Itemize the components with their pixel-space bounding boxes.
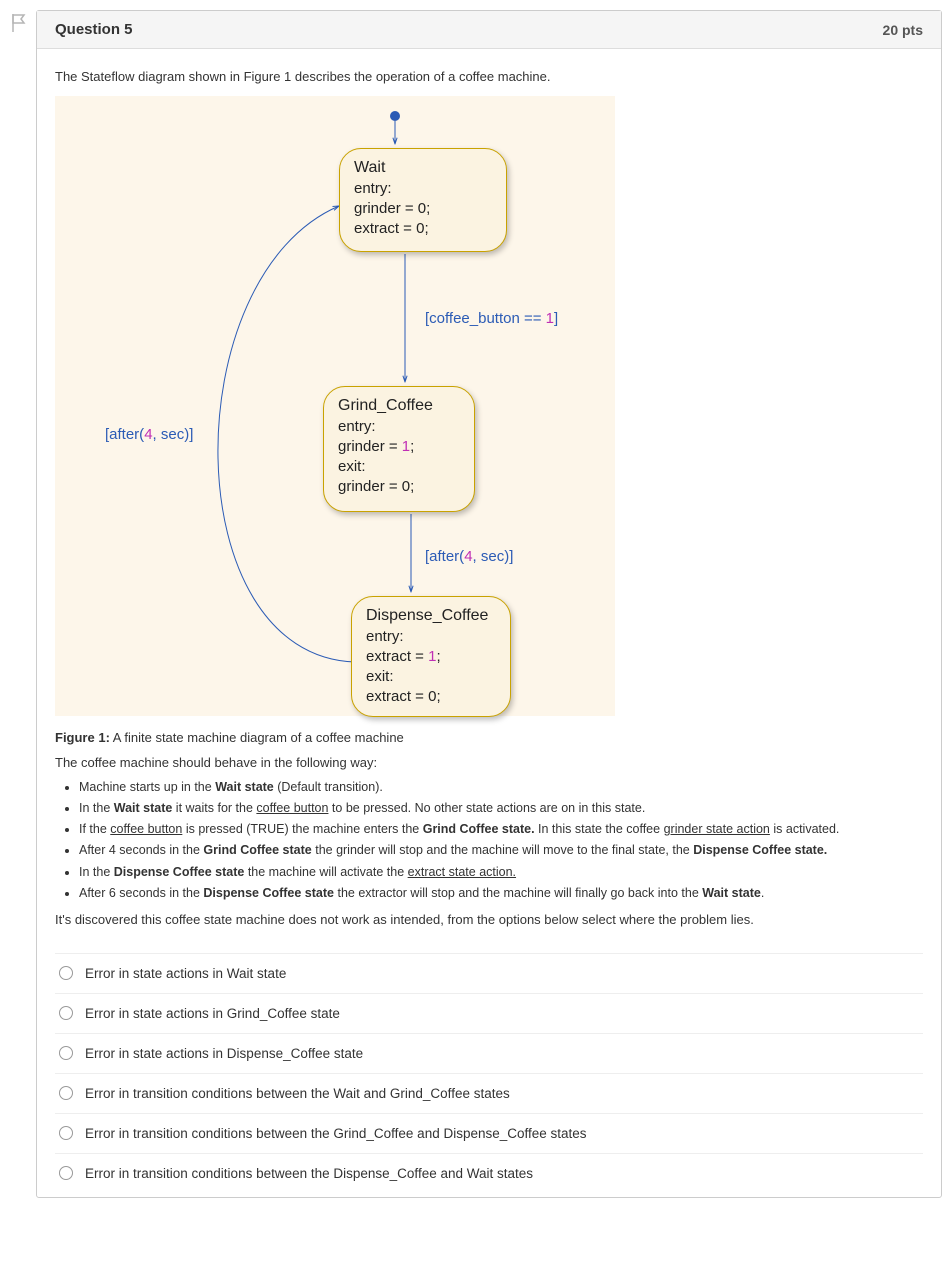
behavior-intro: The coffee machine should behave in the … bbox=[55, 755, 923, 770]
list-item: In the Wait state it waits for the coffe… bbox=[79, 799, 923, 817]
option-label: Error in state actions in Wait state bbox=[85, 966, 286, 981]
list-item: After 4 seconds in the Grind Coffee stat… bbox=[79, 841, 923, 859]
behavior-list: Machine starts up in the Wait state (Def… bbox=[55, 778, 923, 902]
state-dispense: Dispense_Coffeeentry:extract = 1;exit:ex… bbox=[351, 596, 511, 717]
radio-icon[interactable] bbox=[59, 1086, 73, 1100]
figure-caption: Figure 1: A finite state machine diagram… bbox=[55, 730, 923, 745]
question-title: Question 5 bbox=[55, 21, 133, 38]
question-header: Question 5 20 pts bbox=[37, 11, 941, 49]
radio-icon[interactable] bbox=[59, 1006, 73, 1020]
radio-icon[interactable] bbox=[59, 1126, 73, 1140]
intro-text: The Stateflow diagram shown in Figure 1 … bbox=[55, 69, 923, 84]
list-item: Machine starts up in the Wait state (Def… bbox=[79, 778, 923, 796]
option-label: Error in state actions in Dispense_Coffe… bbox=[85, 1046, 363, 1061]
transition-label: [coffee_button == 1] bbox=[425, 310, 558, 327]
list-item: After 6 seconds in the Dispense Coffee s… bbox=[79, 884, 923, 902]
option-0[interactable]: Error in state actions in Wait state bbox=[55, 954, 923, 994]
option-4[interactable]: Error in transition conditions between t… bbox=[55, 1114, 923, 1154]
transition-label: [after(4, sec)] bbox=[425, 548, 513, 565]
options-list: Error in state actions in Wait state Erro… bbox=[55, 953, 923, 1193]
list-item: In the Dispense Coffee state the machine… bbox=[79, 863, 923, 881]
state-grind: Grind_Coffeeentry:grinder = 1;exit:grind… bbox=[323, 386, 475, 512]
transition-label: [after(4, sec)] bbox=[105, 426, 193, 443]
option-2[interactable]: Error in state actions in Dispense_Coffe… bbox=[55, 1034, 923, 1074]
stateflow-diagram: [coffee_button == 1] [after(4, sec)] [afte… bbox=[55, 96, 615, 716]
question-card: Question 5 20 pts The Stateflow diagram … bbox=[36, 10, 942, 1198]
state-wait: Waitentry:grinder = 0;extract = 0; bbox=[339, 148, 507, 252]
flag-icon[interactable] bbox=[10, 12, 28, 34]
option-label: Error in transition conditions between t… bbox=[85, 1086, 510, 1101]
figure-caption-bold: Figure 1: bbox=[55, 730, 110, 745]
option-5[interactable]: Error in transition conditions between t… bbox=[55, 1154, 923, 1193]
option-1[interactable]: Error in state actions in Grind_Coffee s… bbox=[55, 994, 923, 1034]
option-label: Error in state actions in Grind_Coffee s… bbox=[85, 1006, 340, 1021]
problem-text: It's discovered this coffee state machin… bbox=[55, 912, 923, 927]
question-body: The Stateflow diagram shown in Figure 1 … bbox=[37, 49, 941, 1197]
figure-caption-rest: A finite state machine diagram of a coff… bbox=[110, 730, 404, 745]
radio-icon[interactable] bbox=[59, 1046, 73, 1060]
option-label: Error in transition conditions between t… bbox=[85, 1126, 587, 1141]
radio-icon[interactable] bbox=[59, 1166, 73, 1180]
radio-icon[interactable] bbox=[59, 966, 73, 980]
list-item: If the coffee button is pressed (TRUE) t… bbox=[79, 820, 923, 838]
option-3[interactable]: Error in transition conditions between t… bbox=[55, 1074, 923, 1114]
question-points: 20 pts bbox=[883, 22, 923, 38]
option-label: Error in transition conditions between t… bbox=[85, 1166, 533, 1181]
